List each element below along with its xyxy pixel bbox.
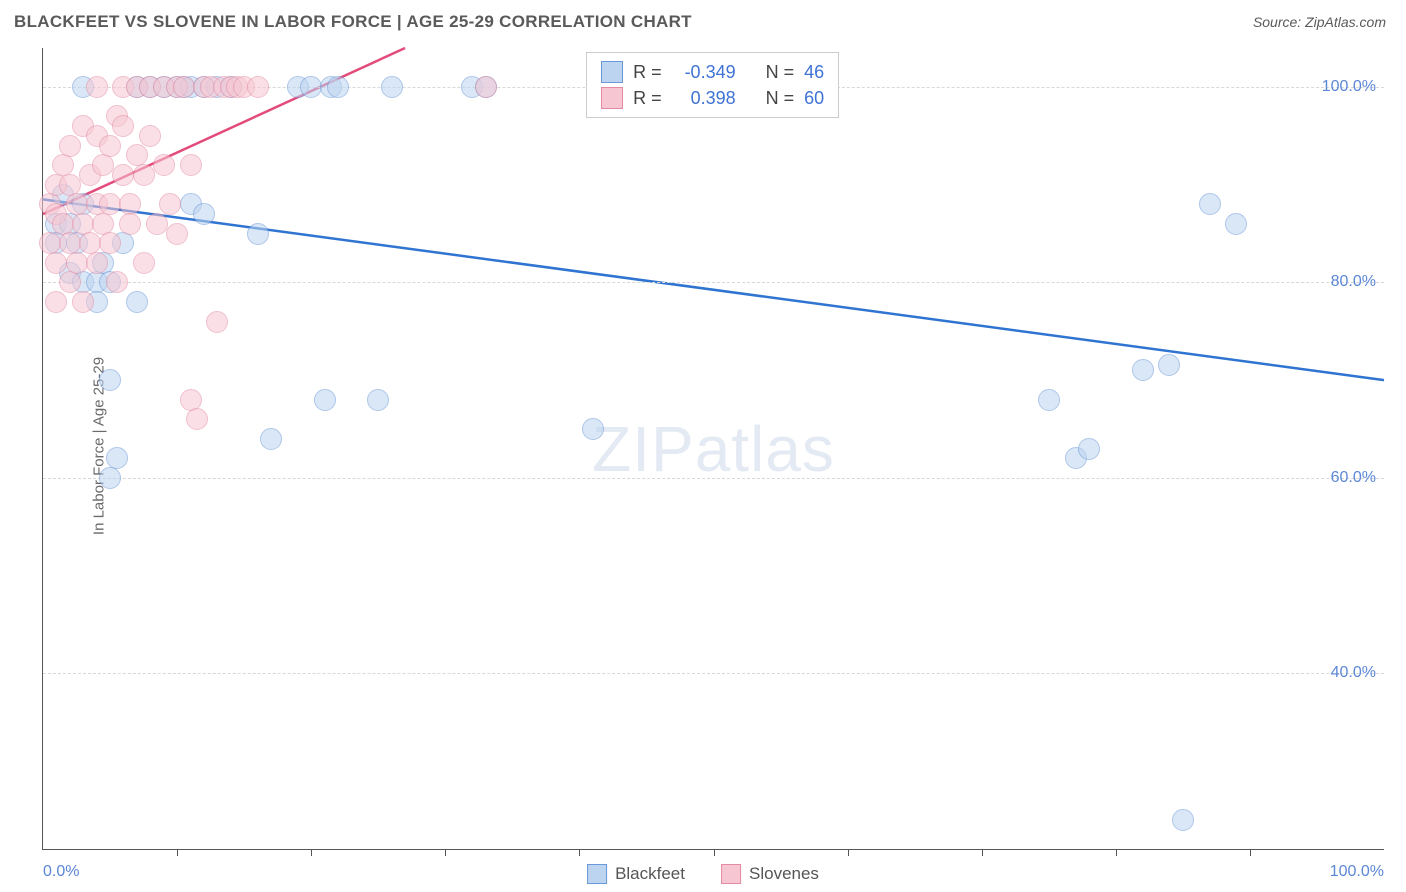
x-tick (1116, 849, 1117, 856)
legend-item: Slovenes (721, 864, 819, 884)
data-point (1158, 354, 1180, 376)
x-tick-label-left: 0.0% (43, 863, 79, 881)
data-point (300, 76, 322, 98)
data-point (180, 154, 202, 176)
data-point (247, 223, 269, 245)
data-point (72, 291, 94, 313)
data-point (314, 389, 336, 411)
y-tick-label: 80.0% (1331, 273, 1376, 291)
data-point (367, 389, 389, 411)
data-point (1172, 809, 1194, 831)
data-point (146, 213, 168, 235)
stats-r-value: 0.398 (672, 88, 736, 109)
data-point (582, 418, 604, 440)
data-point (1199, 193, 1221, 215)
legend-item: Blackfeet (587, 864, 685, 884)
data-point (45, 291, 67, 313)
y-tick-label: 100.0% (1322, 78, 1376, 96)
data-point (59, 271, 81, 293)
gridline-h (43, 478, 1384, 479)
data-point (173, 76, 195, 98)
stats-r-value: -0.349 (672, 62, 736, 83)
gridline-h (43, 673, 1384, 674)
stats-box: R = -0.349 N = 46 R = 0.398 N = 60 (586, 52, 839, 118)
data-point (1225, 213, 1247, 235)
data-point (475, 76, 497, 98)
data-point (99, 369, 121, 391)
legend-swatch (721, 864, 741, 884)
y-tick-label: 40.0% (1331, 664, 1376, 682)
data-point (159, 193, 181, 215)
y-tick-label: 60.0% (1331, 469, 1376, 487)
data-point (119, 213, 141, 235)
data-point (133, 164, 155, 186)
stats-swatch (601, 87, 623, 109)
source-prefix: Source: (1253, 14, 1305, 30)
data-point (327, 76, 349, 98)
data-point (1132, 359, 1154, 381)
legend-label: Blackfeet (615, 864, 685, 884)
x-tick-label-right: 100.0% (1330, 863, 1384, 881)
x-tick (311, 849, 312, 856)
stats-swatch (601, 61, 623, 83)
data-point (153, 154, 175, 176)
stats-r-label: R = (633, 88, 662, 109)
data-point (193, 203, 215, 225)
data-point (1078, 438, 1100, 460)
data-point (112, 164, 134, 186)
data-point (99, 467, 121, 489)
data-point (66, 252, 88, 274)
data-point (166, 223, 188, 245)
stats-n-label: N = (766, 62, 795, 83)
legend-swatch (587, 864, 607, 884)
data-point (99, 135, 121, 157)
trend-line (43, 199, 1384, 380)
x-tick (1250, 849, 1251, 856)
data-point (1038, 389, 1060, 411)
data-point (260, 428, 282, 450)
data-point (92, 154, 114, 176)
x-tick (579, 849, 580, 856)
data-point (99, 193, 121, 215)
data-point (112, 115, 134, 137)
legend: Blackfeet Slovenes (587, 864, 819, 884)
data-point (106, 271, 128, 293)
scatter-plot: ZIPatlas 40.0%60.0%80.0%100.0%0.0%100.0%… (42, 48, 1384, 850)
x-tick (848, 849, 849, 856)
source-name: ZipAtlas.com (1305, 14, 1386, 30)
data-point (99, 232, 121, 254)
x-tick (982, 849, 983, 856)
chart-title: BLACKFEET VS SLOVENE IN LABOR FORCE | AG… (14, 12, 692, 32)
data-point (133, 252, 155, 274)
x-tick (714, 849, 715, 856)
stats-row: R = -0.349 N = 46 (601, 59, 824, 85)
data-point (139, 125, 161, 147)
data-point (126, 291, 148, 313)
stats-row: R = 0.398 N = 60 (601, 85, 824, 111)
stats-n-label: N = (766, 88, 795, 109)
trend-lines-layer (43, 48, 1384, 849)
data-point (86, 76, 108, 98)
data-point (59, 135, 81, 157)
data-point (206, 311, 228, 333)
stats-n-value: 60 (804, 88, 824, 109)
source-attribution: Source: ZipAtlas.com (1253, 14, 1386, 30)
stats-n-value: 46 (804, 62, 824, 83)
data-point (247, 76, 269, 98)
stats-r-label: R = (633, 62, 662, 83)
data-point (106, 447, 128, 469)
data-point (45, 252, 67, 274)
watermark: ZIPatlas (592, 412, 835, 486)
legend-label: Slovenes (749, 864, 819, 884)
data-point (381, 76, 403, 98)
x-tick (177, 849, 178, 856)
x-tick (445, 849, 446, 856)
data-point (86, 252, 108, 274)
gridline-h (43, 282, 1384, 283)
data-point (186, 408, 208, 430)
